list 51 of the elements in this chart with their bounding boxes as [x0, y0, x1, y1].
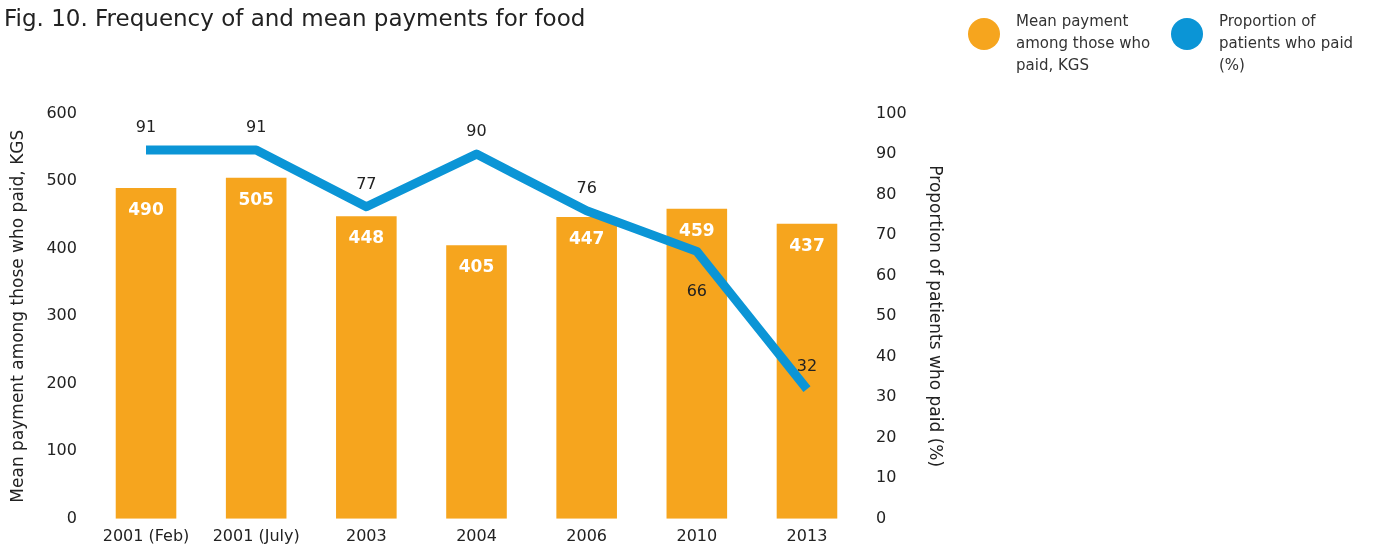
legend-label: Proportion of patients who paid (%): [1219, 11, 1354, 76]
bar: [336, 216, 397, 519]
y2-tick-label: 10: [876, 467, 897, 487]
y2-tick-label: 100: [876, 102, 907, 122]
data-label: 66: [686, 280, 707, 300]
data-label: 32: [796, 356, 818, 376]
data-label: 448: [348, 227, 385, 248]
data-label: 405: [458, 256, 495, 277]
y-tick-label: 400: [46, 237, 77, 257]
data-label: 90: [466, 121, 487, 141]
data-label: 490: [128, 198, 164, 219]
y-tick-label: 100: [46, 440, 77, 460]
data-label: 91: [246, 117, 267, 137]
y2-tick-label: 70: [876, 224, 897, 244]
bar: [556, 216, 617, 519]
y2-tick-label: 50: [876, 305, 897, 325]
bar: [115, 187, 177, 519]
data-label: 459: [679, 219, 715, 240]
data-label: 505: [238, 188, 274, 209]
x-tick-label: 2004: [456, 525, 497, 545]
y2-tick-label: 20: [876, 426, 897, 446]
y-tick-label: 200: [46, 372, 77, 392]
x-tick-label: 2003: [345, 525, 387, 545]
data-label: 447: [568, 227, 605, 248]
x-tick-label: 2006: [566, 525, 608, 545]
bar: [446, 245, 507, 519]
y2-tick-label: 0: [876, 507, 887, 527]
data-label: 77: [356, 173, 377, 193]
x-tick-label: 2013: [786, 525, 828, 545]
y2-tick-label: 40: [876, 345, 897, 365]
y-axis-title: Mean payment among those who paid, KGS: [6, 129, 27, 503]
y-tick-label: 0: [66, 507, 77, 527]
y-tick-label: 300: [46, 305, 77, 325]
y-tick-label: 600: [46, 102, 77, 122]
legend-label: Mean payment among those who paid, KGS: [1016, 11, 1151, 76]
y2-tick-label: 60: [876, 264, 897, 284]
x-tick-label: 2010: [676, 525, 718, 545]
y2-tick-label: 80: [876, 183, 897, 203]
data-label: 76: [576, 178, 597, 197]
bar: [666, 208, 728, 519]
y2-tick-label: 30: [876, 386, 897, 406]
chart-title: Fig. 10. Frequency of and mean payments for food: [4, 4, 586, 31]
y-tick-label: 500: [46, 170, 77, 190]
x-tick-label: 2001 (July): [212, 525, 300, 545]
bar: [776, 223, 838, 519]
data-label: 437: [789, 234, 825, 255]
y2-tick-label: 90: [876, 143, 897, 163]
bar: [225, 177, 287, 519]
y2-axis-title: Proportion of patients who paid (%): [926, 165, 947, 468]
data-label: 91: [135, 117, 157, 137]
x-tick-label: 2001 (Feb): [102, 525, 190, 545]
